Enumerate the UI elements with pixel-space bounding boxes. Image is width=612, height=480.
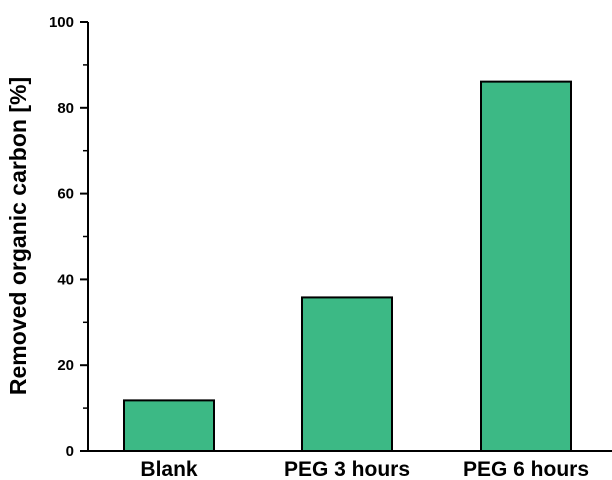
y-tick-label: 0 (66, 443, 74, 460)
y-tick-label: 20 (57, 357, 74, 374)
bar-blank (123, 399, 215, 452)
bar-peg-6-hours (480, 80, 572, 452)
y-axis-tick-labels: 0 20 40 60 80 100 (49, 14, 74, 460)
bar-series (123, 80, 572, 452)
x-category-label: Blank (140, 458, 198, 480)
y-tick-label: 80 (57, 100, 74, 117)
y-axis-ticks (80, 21, 88, 452)
bar-peg-3-hours (301, 296, 393, 452)
x-category-label: PEG 6 hours (463, 458, 589, 480)
y-axis-title: Removed organic carbon [%] (5, 77, 31, 395)
y-tick-label: 60 (57, 186, 74, 203)
x-axis-category-labels: Blank PEG 3 hours PEG 6 hours (140, 458, 589, 480)
y-tick-label: 100 (49, 14, 74, 31)
y-tick-label: 40 (57, 271, 74, 288)
x-category-label: PEG 3 hours (284, 458, 410, 480)
